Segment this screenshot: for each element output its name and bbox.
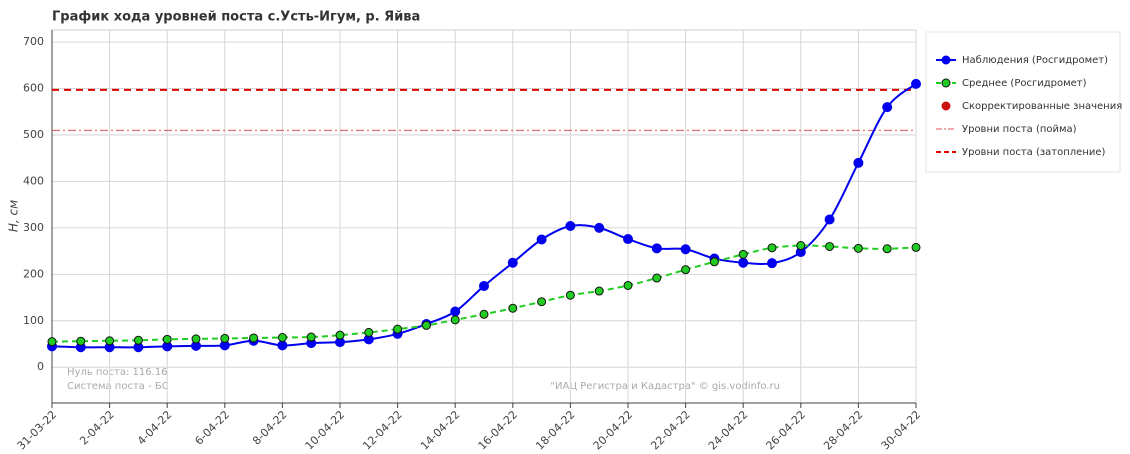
legend-label: Среднее (Росгидромет) — [962, 78, 1087, 89]
legend-label: Уровни поста (пойма) — [962, 124, 1077, 135]
x-tick-label: 8-04-22 — [250, 408, 290, 448]
data-point — [393, 324, 403, 334]
y-tick-label: 200 — [23, 267, 44, 280]
x-tick-label: 2-04-22 — [77, 408, 117, 448]
data-point — [220, 333, 230, 343]
data-point — [306, 332, 316, 342]
data-point — [882, 244, 892, 254]
data-point — [738, 257, 749, 268]
data-point — [450, 315, 460, 325]
x-tick-label: 14-04-22 — [418, 408, 463, 450]
y-tick-label: 0 — [37, 360, 44, 373]
x-tick-label: 18-04-22 — [533, 408, 578, 450]
data-point — [191, 334, 201, 344]
legend-marker — [941, 78, 951, 88]
data-point — [536, 234, 547, 245]
y-tick-label: 400 — [23, 174, 44, 187]
x-tick-label: 24-04-22 — [706, 408, 751, 450]
data-point — [47, 337, 57, 347]
data-point — [824, 214, 835, 225]
annotation: Система поста - БС — [67, 381, 169, 392]
x-tick-label: 28-04-22 — [821, 408, 866, 450]
data-point — [277, 333, 287, 343]
legend-label: Скорректированные значения — [962, 101, 1122, 112]
data-point — [105, 336, 115, 346]
data-point — [479, 280, 489, 291]
x-tick-label: 4-04-22 — [135, 408, 175, 448]
y-tick-label: 300 — [23, 221, 44, 234]
legend-box — [925, 31, 1121, 173]
legend-marker — [941, 101, 951, 111]
data-point — [162, 334, 172, 344]
data-point — [652, 273, 662, 283]
legend-marker — [941, 55, 951, 65]
x-tick-label: 31-03-22 — [15, 408, 60, 450]
data-point — [479, 309, 489, 319]
x-tick-label: 26-04-22 — [764, 408, 809, 450]
data-point — [681, 265, 691, 275]
y-tick-label: 700 — [23, 35, 44, 48]
data-point — [796, 241, 806, 251]
data-point — [882, 102, 893, 113]
chart-title: График хода уровней поста с.Усть-Игум, р… — [52, 10, 420, 25]
legend-label: Уровни поста (затопление) — [962, 147, 1106, 158]
data-point — [421, 320, 431, 330]
data-point — [277, 340, 288, 351]
x-tick-label: 20-04-22 — [591, 408, 636, 450]
data-point — [911, 78, 921, 89]
data-point — [767, 243, 777, 253]
x-tick-label: 30-04-22 — [879, 408, 924, 450]
legend-label: Наблюдения (Росгидромет) — [962, 55, 1108, 66]
data-point — [133, 335, 143, 345]
x-tick-label: 12-04-22 — [360, 408, 405, 450]
data-point — [594, 222, 605, 233]
x-tick-label: 16-04-22 — [476, 408, 521, 450]
data-point — [911, 242, 921, 252]
data-point — [249, 333, 259, 343]
x-tick-label: 10-04-22 — [303, 408, 348, 450]
data-point — [825, 241, 835, 251]
data-point — [853, 157, 864, 168]
series-line — [51, 83, 917, 349]
data-point — [450, 306, 461, 317]
data-point — [680, 244, 691, 255]
data-point — [709, 257, 719, 267]
data-point — [767, 258, 777, 269]
x-tick-label: 22-04-22 — [648, 408, 693, 450]
data-point — [335, 330, 345, 340]
y-tick-label: 600 — [23, 82, 44, 95]
data-point — [565, 290, 575, 300]
annotation: Нуль поста: 116.16 — [67, 367, 168, 378]
data-point — [623, 280, 633, 290]
data-point — [738, 249, 748, 259]
data-point — [651, 243, 662, 254]
data-point — [565, 221, 576, 232]
y-tick-label: 500 — [23, 128, 44, 141]
x-tick-label: 6-04-22 — [192, 408, 232, 448]
data-point — [623, 234, 633, 245]
watermark: "ИАЦ Регистра и Кадастра" © gis.vodinfo.… — [550, 381, 780, 392]
data-point — [364, 327, 374, 337]
y-tick-label: 100 — [23, 314, 44, 327]
data-point — [76, 336, 86, 346]
y-axis-label: H, см — [7, 200, 21, 232]
data-point — [508, 303, 518, 313]
data-point — [594, 286, 604, 296]
data-point — [853, 243, 863, 253]
data-point — [507, 257, 518, 268]
data-point — [537, 297, 547, 307]
